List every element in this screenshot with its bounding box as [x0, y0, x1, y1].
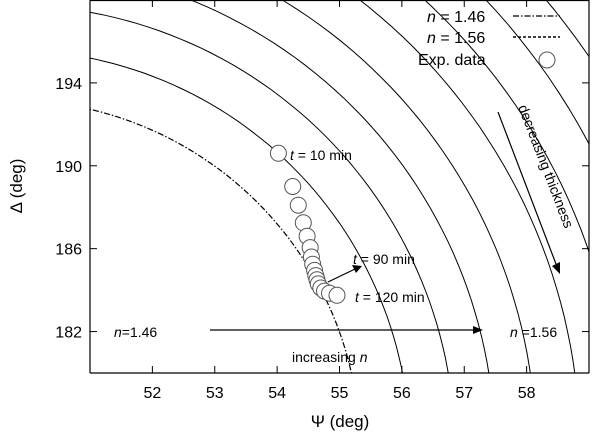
x-axis-title: Ψ (deg) [311, 412, 370, 431]
decreasing-thickness-arrow [497, 111, 557, 265]
annotation-t120: t = 120 min [355, 289, 425, 305]
arrows [210, 111, 560, 334]
data-point [289, 196, 307, 214]
t90-arrowhead [352, 265, 362, 273]
y-axis-title: Δ (deg) [7, 159, 26, 214]
data-point [284, 178, 302, 195]
annotation-n146: n=1.46 [114, 324, 157, 340]
y-tick-label: 194 [55, 76, 82, 93]
contour-curve [358, 0, 576, 373]
contour-curve [281, 0, 531, 373]
annotation-t10: t = 10 min [290, 147, 352, 163]
contour-curve [189, 0, 490, 373]
t90-arrow [327, 268, 356, 283]
contour-curves [90, 0, 589, 373]
legend: n = 1.46 n = 1.56 Exp. data [418, 9, 560, 69]
contour-curve [90, 57, 404, 373]
y-tick-label: 186 [55, 242, 82, 259]
annotation-decreasing-thickness: decreasing thickness [515, 102, 577, 230]
x-tick-label: 53 [206, 385, 224, 402]
contour-curve [423, 0, 589, 254]
x-tick-label: 58 [518, 385, 536, 402]
annotation-t90: t = 90 min [353, 251, 415, 267]
x-tick-label: 57 [455, 385, 473, 402]
decreasing-thickness-arrowhead [552, 262, 560, 274]
x-tick-label: 56 [393, 385, 411, 402]
contour-curve [90, 11, 449, 373]
annotation-increasing-n: increasing n [292, 349, 368, 365]
exp-data-points [269, 144, 346, 304]
y-tick-label: 182 [55, 325, 82, 342]
data-point [328, 286, 346, 304]
y-tick-label: 190 [55, 159, 82, 176]
x-tick-label: 52 [143, 385, 161, 402]
axes: 52 53 54 55 56 57 58 182 186 190 194 [55, 0, 590, 402]
legend-label-n146: n = 1.46 [427, 9, 485, 26]
increasing-n-arrowhead [473, 326, 483, 334]
x-tick-label: 54 [268, 385, 286, 402]
legend-label-exp-data: Exp. data [418, 52, 486, 69]
legend-swatch-exp-data [538, 51, 556, 69]
legend-label-n156: n = 1.56 [427, 30, 485, 47]
annotation-n156: n =1.56 [510, 324, 557, 340]
x-tick-label: 55 [331, 385, 349, 402]
data-point [269, 144, 287, 162]
